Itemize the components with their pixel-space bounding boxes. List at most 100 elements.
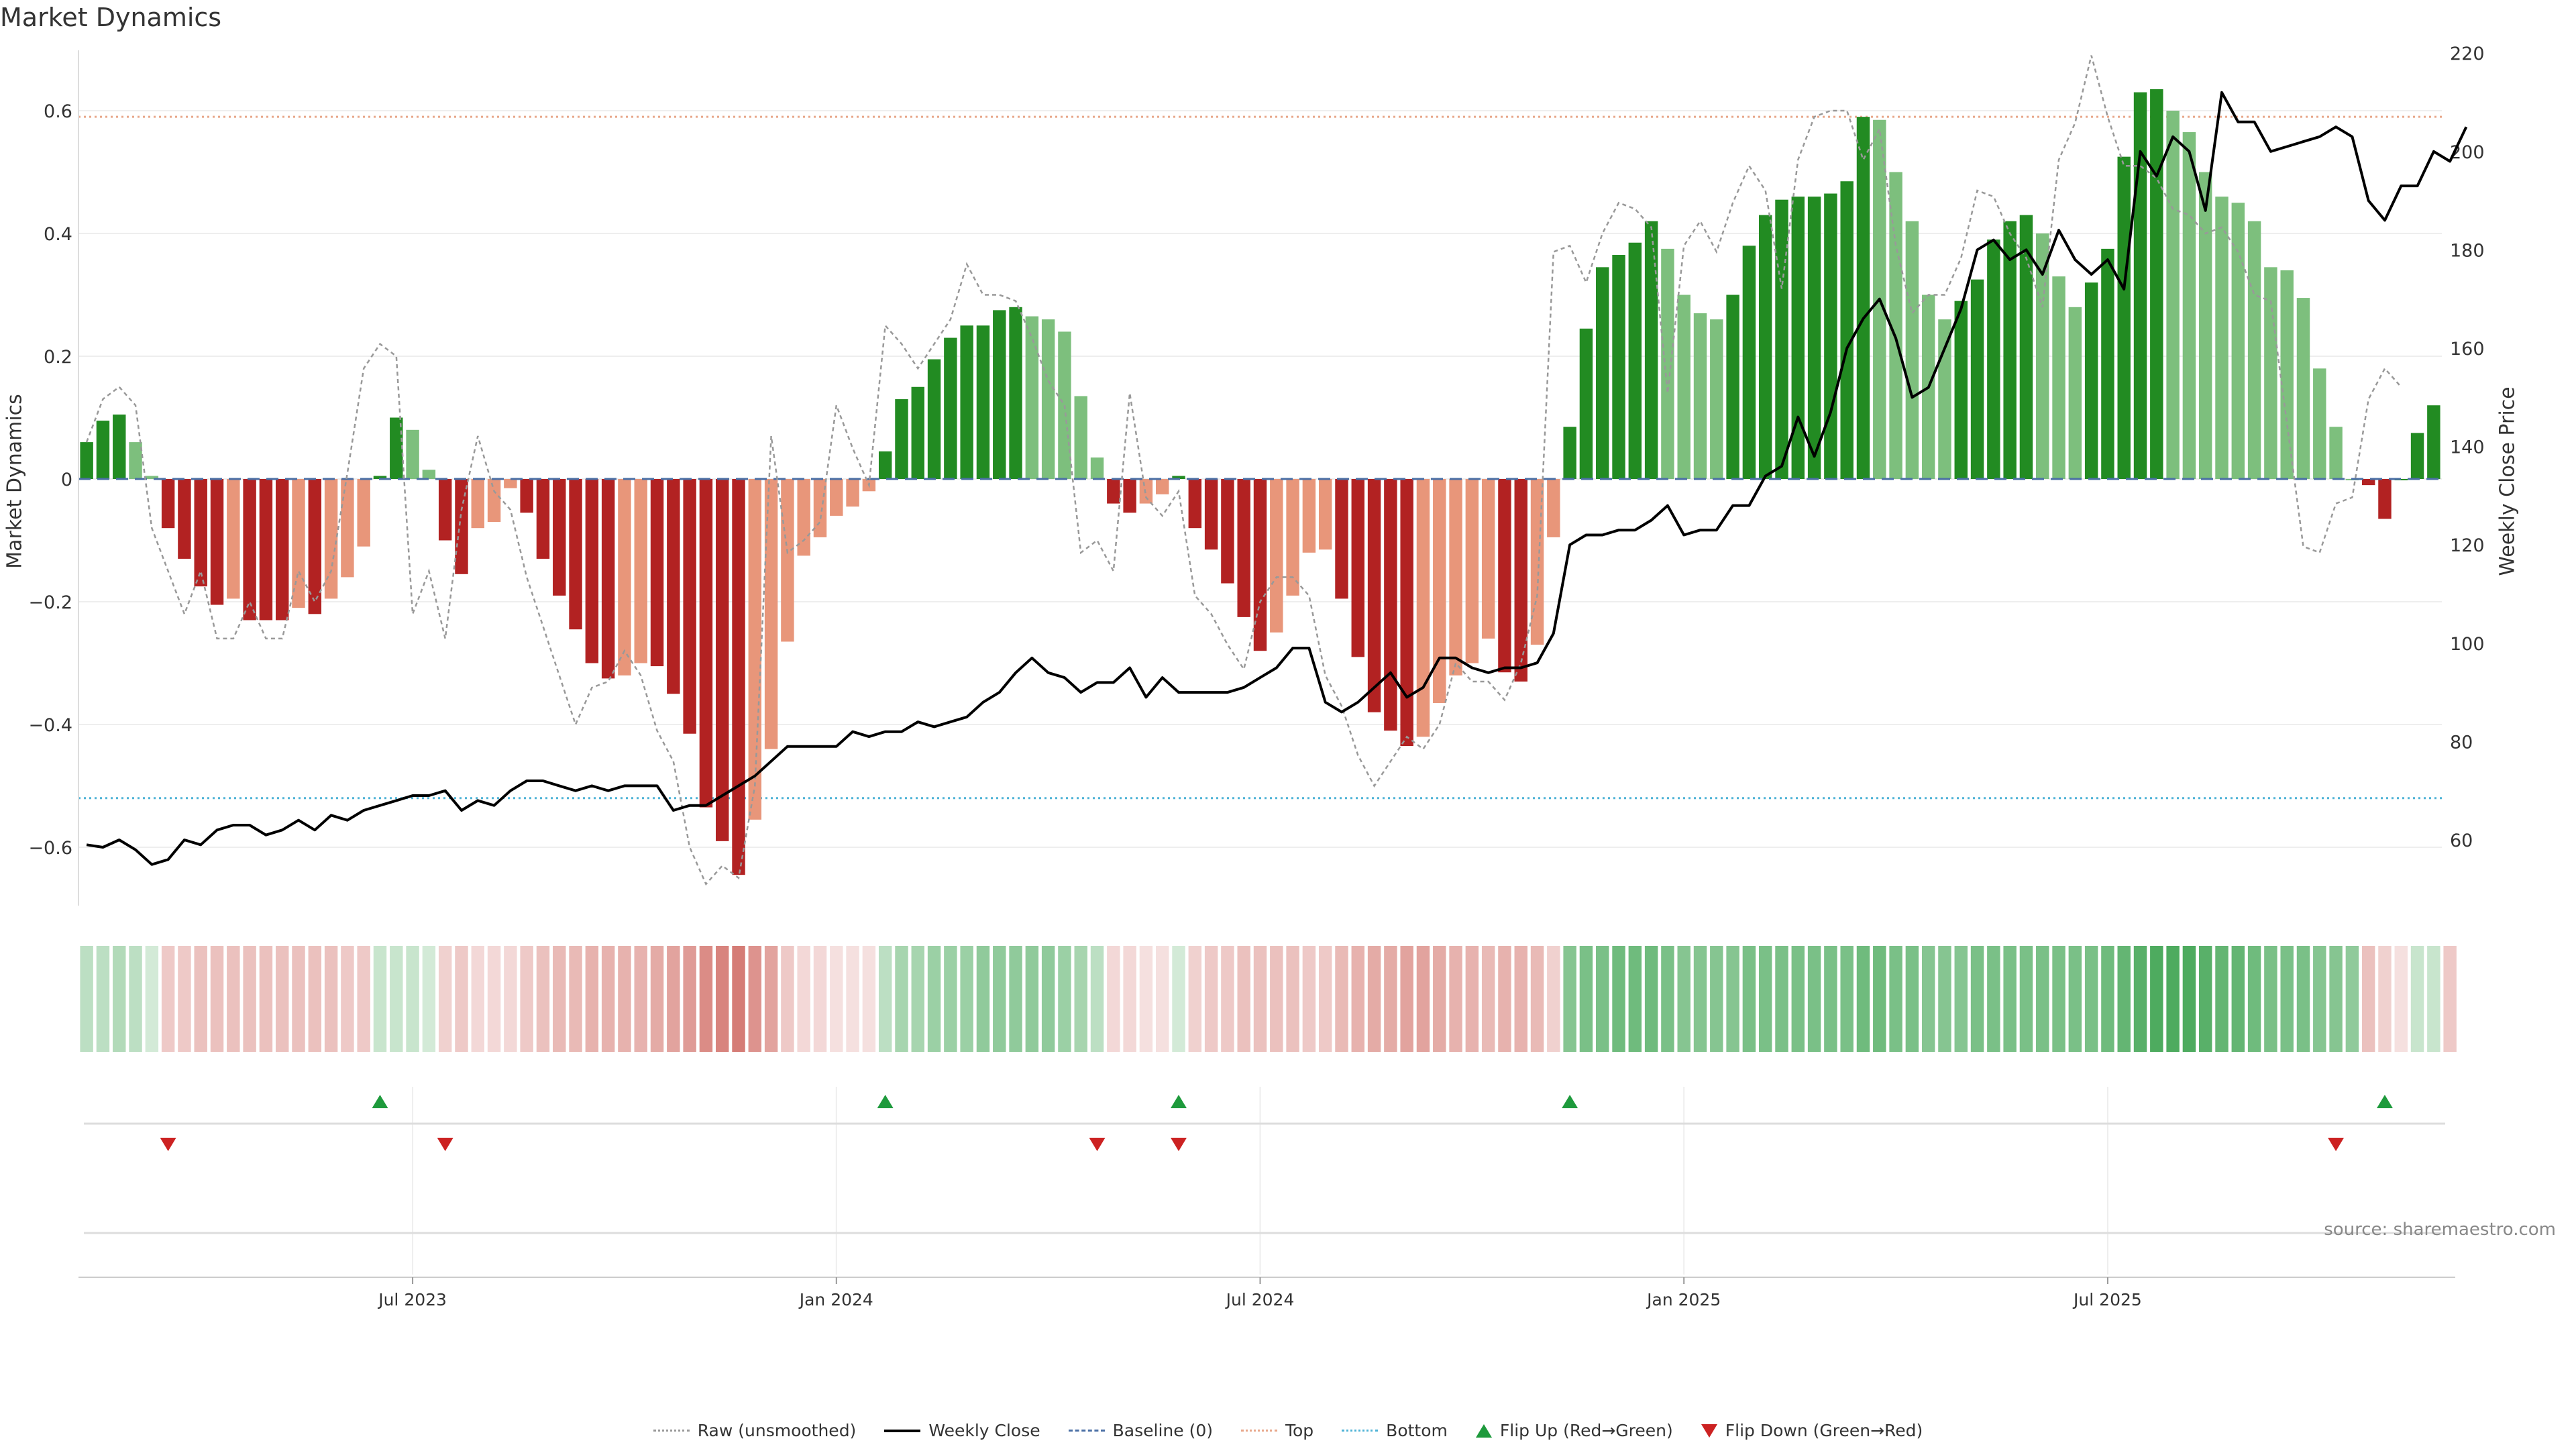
heat-cell	[1905, 946, 1919, 1052]
dynamics-bar	[96, 421, 110, 479]
heat-cell	[862, 946, 876, 1052]
heat-cell	[1742, 946, 1756, 1052]
heat-cell	[732, 946, 745, 1052]
dynamics-bar	[1139, 479, 1153, 504]
legend-item: Flip Down (Green→Red)	[1701, 1421, 1923, 1440]
dynamics-bar	[748, 479, 762, 820]
source-credit: source: sharemaestro.com	[2324, 1220, 2556, 1240]
dynamics-bar	[2247, 221, 2261, 479]
dynamics-bar	[1579, 328, 1593, 479]
legend-swatch	[884, 1429, 921, 1432]
heat-cell	[2394, 946, 2408, 1052]
dynamics-bar	[1514, 479, 1527, 682]
dynamics-bar	[1041, 319, 1055, 479]
dynamics-bar	[1204, 479, 1218, 550]
dynamics-bar	[2378, 479, 2392, 519]
y-tick-label: 0.4	[44, 224, 72, 245]
dynamics-bar	[1123, 479, 1136, 513]
x-tick-label: Jul 2025	[2072, 1290, 2142, 1309]
heat-cell	[2003, 946, 2017, 1052]
heat-cell	[2215, 946, 2229, 1052]
dynamics-bar	[585, 479, 599, 663]
dynamics-bar	[1481, 479, 1495, 639]
heat-cell	[2313, 946, 2326, 1052]
dynamics-bar	[373, 476, 387, 479]
dynamics-bar	[1710, 319, 1723, 479]
legend-swatch	[653, 1430, 690, 1432]
heat-cell	[2052, 946, 2065, 1052]
dynamics-bar	[1188, 479, 1202, 529]
heat-cell	[1954, 946, 1968, 1052]
heat-cell	[520, 946, 533, 1052]
dynamics-bar	[1596, 267, 1609, 479]
heat-cell	[781, 946, 794, 1052]
dynamics-bar	[1400, 479, 1413, 747]
heat-cell	[227, 946, 240, 1052]
heat-cell	[1433, 946, 1446, 1052]
dynamics-bar	[1905, 221, 1919, 479]
dynamics-bar	[601, 479, 615, 679]
dynamics-bar	[1612, 255, 1625, 479]
heat-cell	[471, 946, 484, 1052]
dynamics-bar	[1172, 476, 1185, 479]
dynamics-bar	[1237, 479, 1250, 617]
heat-cell	[585, 946, 599, 1052]
heat-cell	[406, 946, 419, 1052]
dynamics-bar	[553, 479, 566, 596]
heat-cell	[813, 946, 827, 1052]
flip-up-marker	[372, 1095, 388, 1108]
heat-cell	[2296, 946, 2310, 1052]
heat-cell	[2068, 946, 2082, 1052]
dynamics-bar	[1628, 242, 1642, 479]
heat-cell	[944, 946, 957, 1052]
dynamics-bar	[1367, 479, 1381, 712]
dynamics-bar	[2410, 433, 2424, 479]
dynamics-bar	[1987, 239, 2000, 479]
heat-cell	[1009, 946, 1022, 1052]
heat-cell	[2133, 946, 2147, 1052]
legend-swatch	[1475, 1424, 1492, 1438]
dynamics-bar	[1318, 479, 1332, 550]
heat-cell	[1156, 946, 1169, 1052]
heat-cell	[650, 946, 664, 1052]
chart-legend: Raw (unsmoothed) Weekly Close Baseline (0)…	[0, 1421, 2576, 1440]
heat-cell	[1286, 946, 1299, 1052]
dynamics-bar	[2231, 203, 2245, 479]
dynamics-bar	[406, 429, 419, 479]
heat-cell	[2036, 946, 2049, 1052]
flip-down-marker	[160, 1138, 176, 1151]
dynamics-bar	[1498, 479, 1511, 673]
dynamics-bar	[634, 479, 647, 663]
dynamics-bar	[797, 479, 810, 556]
heat-cell	[308, 946, 322, 1052]
heat-cell	[878, 946, 892, 1052]
dynamics-bar	[1856, 117, 1870, 479]
dynamics-bar	[1807, 197, 1821, 479]
heat-cell	[422, 946, 436, 1052]
legend-label: Weekly Close	[928, 1421, 1040, 1440]
dynamics-bar	[1286, 479, 1299, 596]
legend-item: Raw (unsmoothed)	[653, 1421, 856, 1440]
heat-cell	[2019, 946, 2033, 1052]
dynamics-bar	[2198, 172, 2212, 479]
heat-cell	[553, 946, 566, 1052]
dynamics-bar	[536, 479, 550, 559]
x-tick-label: Jul 2023	[377, 1290, 447, 1309]
y-tick-label: −0.2	[28, 592, 72, 613]
y2-tick-label: 140	[2450, 437, 2485, 458]
dynamics-bar	[161, 479, 175, 529]
dynamics-bar	[2280, 270, 2294, 479]
heat-cell	[1400, 946, 1413, 1052]
y2-tick-label: 120	[2450, 535, 2485, 556]
heat-cell	[259, 946, 273, 1052]
dynamics-bar	[927, 359, 941, 479]
heat-cell	[1612, 946, 1625, 1052]
heat-cell	[2345, 946, 2359, 1052]
dynamics-bar	[2150, 89, 2163, 480]
heat-cell	[1139, 946, 1153, 1052]
dynamics-bar	[275, 479, 289, 621]
heat-cell	[1123, 946, 1136, 1052]
legend-swatch	[1701, 1424, 1717, 1438]
y2-tick-label: 60	[2450, 830, 2473, 851]
